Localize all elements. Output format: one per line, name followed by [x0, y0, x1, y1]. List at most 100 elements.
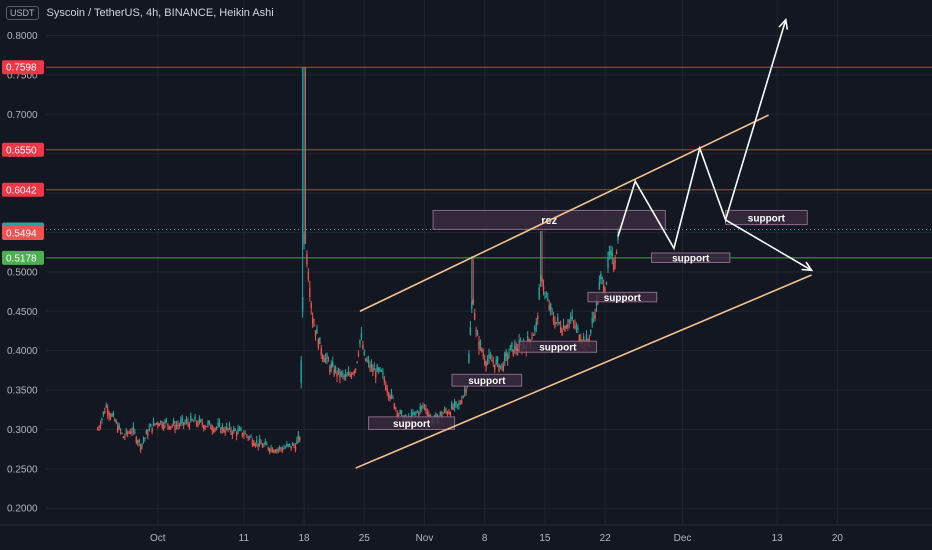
- candle-body: [482, 354, 484, 356]
- candle-body: [323, 358, 325, 363]
- candle-body: [572, 321, 575, 323]
- candle-body: [207, 422, 209, 425]
- candle-body: [568, 320, 570, 323]
- candle-body: [235, 432, 238, 436]
- candle-body: [99, 424, 102, 427]
- projection-branch: [725, 219, 812, 271]
- candle-body: [463, 389, 466, 392]
- candle-body: [479, 341, 482, 347]
- candle-body: [181, 417, 183, 422]
- candle-body: [268, 449, 271, 453]
- candle-body: [247, 436, 249, 439]
- candle-body: [228, 424, 231, 429]
- candle-body: [534, 326, 536, 331]
- candle-body: [271, 448, 274, 453]
- candle-body: [233, 428, 235, 432]
- candle-body: [170, 426, 172, 428]
- candle-body: [300, 360, 302, 384]
- candle-body: [256, 440, 258, 443]
- candle-body: [108, 413, 110, 416]
- candle-body: [499, 365, 502, 368]
- candle-body: [319, 337, 321, 345]
- candle-body: [220, 427, 222, 434]
- candle-body: [397, 414, 400, 416]
- candle-body: [182, 422, 185, 425]
- candle-body: [129, 432, 132, 434]
- y-axis-panel: [0, 0, 46, 550]
- y-tick-label: 0.7500: [7, 70, 38, 81]
- candle-body: [377, 368, 380, 371]
- candle-body: [188, 423, 191, 428]
- candle-body: [392, 397, 394, 399]
- candle-body: [478, 341, 480, 350]
- candle-body: [225, 426, 228, 430]
- candle-body: [310, 302, 312, 308]
- support-zone-label: support: [672, 254, 710, 265]
- candle-body: [605, 282, 608, 284]
- candle-body: [559, 326, 562, 332]
- candle-body: [121, 432, 123, 434]
- candle-body: [258, 438, 261, 444]
- candle-body: [588, 339, 591, 342]
- candle-body: [263, 444, 265, 446]
- candle-body: [135, 437, 138, 443]
- price-level-tag: [2, 182, 44, 197]
- candle-body: [557, 317, 559, 322]
- candle-body: [512, 349, 515, 356]
- candle-body: [311, 317, 314, 324]
- x-tick-label: 11: [239, 533, 250, 544]
- candle-body: [332, 362, 334, 367]
- candle-body: [303, 231, 305, 245]
- candle-body: [514, 344, 516, 350]
- candle-body: [545, 296, 548, 298]
- candle-body: [241, 432, 244, 437]
- x-tick-label: Dec: [674, 533, 692, 544]
- candle-body: [548, 305, 550, 310]
- candle-body: [124, 436, 126, 438]
- candle-body: [174, 425, 176, 431]
- candle-body: [187, 422, 189, 424]
- currency-badge[interactable]: USDT: [6, 6, 39, 20]
- candle-body: [342, 373, 344, 375]
- candle-body: [582, 336, 585, 340]
- candle-body: [617, 234, 619, 241]
- candle-body: [261, 445, 264, 448]
- candle-body: [611, 252, 613, 257]
- candle-body: [321, 355, 324, 360]
- candle-body: [190, 415, 192, 422]
- candle-body: [570, 317, 572, 320]
- candle-body: [254, 443, 257, 446]
- candle-body: [564, 326, 566, 332]
- candle-body: [296, 440, 298, 445]
- candle-body: [549, 304, 552, 310]
- candle-body: [494, 364, 496, 370]
- candle-body: [577, 327, 579, 330]
- candle-body: [291, 443, 294, 446]
- candle-body: [330, 363, 332, 368]
- candle-body: [301, 297, 304, 313]
- candle-body: [511, 343, 513, 348]
- x-tick-label: 20: [832, 533, 844, 544]
- candle-body: [555, 322, 558, 324]
- y-tick-label: 0.2000: [7, 504, 38, 515]
- candle-body: [158, 423, 160, 427]
- candle-body: [422, 406, 424, 408]
- candle-body: [162, 425, 165, 429]
- candle-body: [223, 428, 225, 432]
- candle-body: [443, 409, 446, 412]
- candle-body: [313, 324, 315, 327]
- candle-body: [287, 444, 289, 446]
- candle-body: [598, 282, 601, 290]
- candle-body: [367, 360, 370, 363]
- candle-body: [354, 368, 357, 370]
- candle-body: [396, 411, 398, 417]
- candle-body: [171, 425, 173, 427]
- candle-body: [157, 422, 159, 425]
- candle-body: [204, 426, 206, 428]
- candle-body: [154, 423, 156, 425]
- candle-body: [112, 412, 115, 417]
- candle-body: [205, 426, 208, 428]
- candle-body: [471, 301, 473, 309]
- candle-body: [339, 373, 341, 378]
